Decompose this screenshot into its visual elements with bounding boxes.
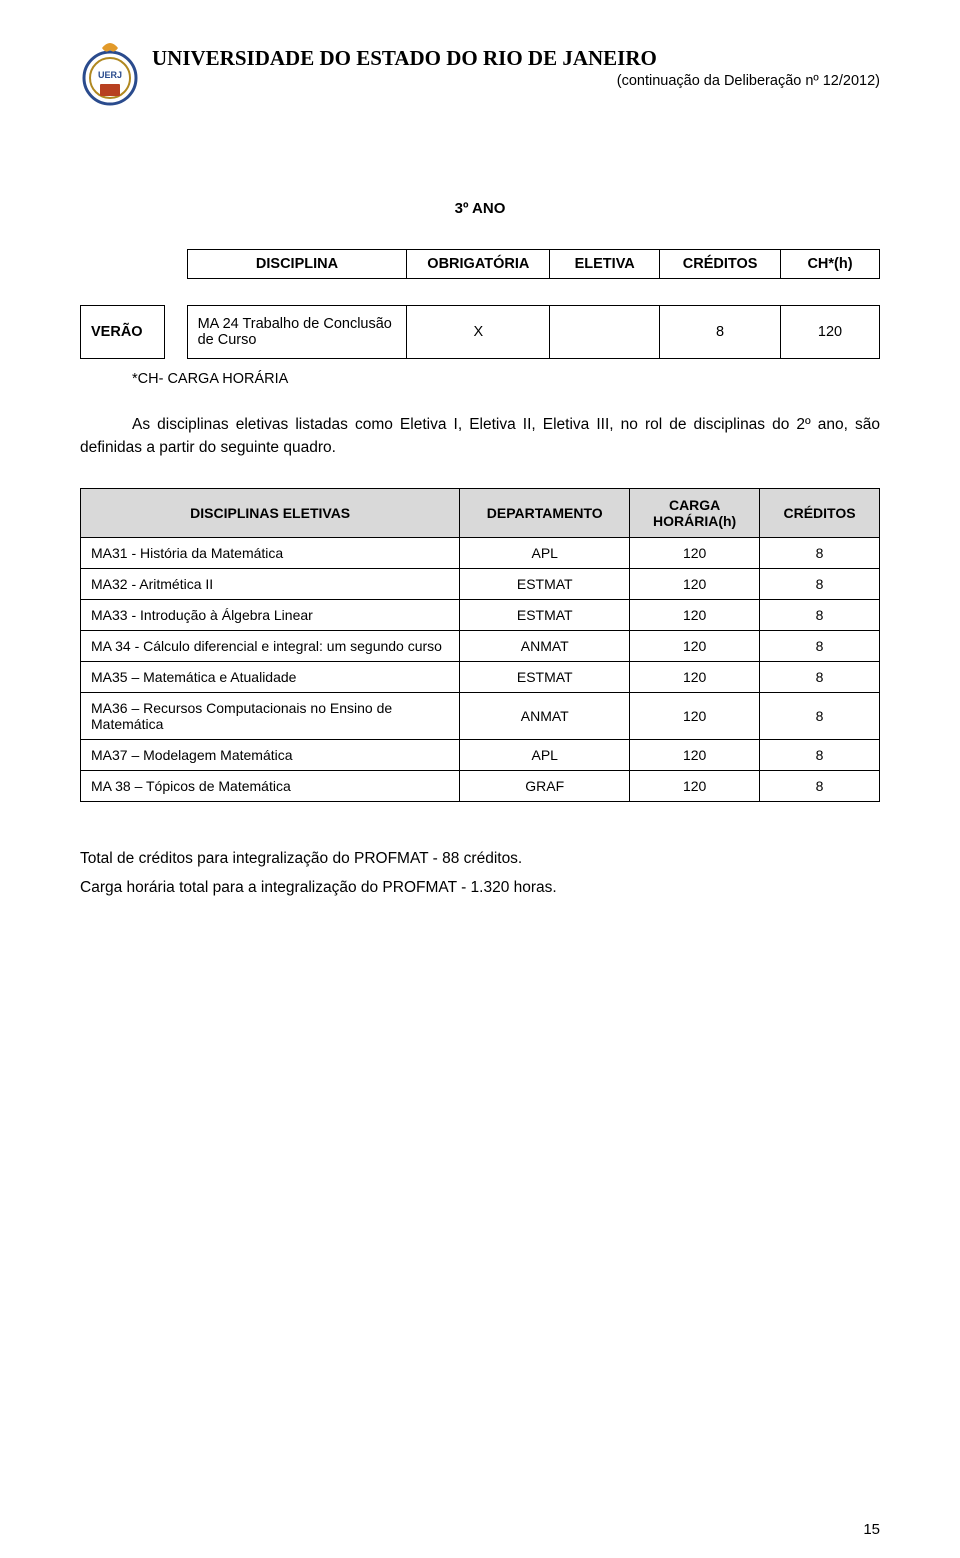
table-row: MA37 – Modelagem MatemáticaAPL1208 <box>81 739 880 770</box>
cell-dept: ESTMAT <box>460 568 630 599</box>
cell-ch: 120 <box>630 770 760 801</box>
svg-text:UERJ: UERJ <box>98 70 122 80</box>
cell-ch: 120 <box>630 630 760 661</box>
cell-ch: 120 <box>630 537 760 568</box>
cell-disciplina: MA 24 Trabalho de Conclusão de Curso <box>187 306 407 359</box>
cell-dept: ESTMAT <box>460 661 630 692</box>
table-row: MA36 – Recursos Computacionais no Ensino… <box>81 692 880 739</box>
cell-ch: 120 <box>781 306 880 359</box>
table-row: MA 38 – Tópicos de MatemáticaGRAF1208 <box>81 770 880 801</box>
cell-cr: 8 <box>760 692 880 739</box>
cell-dept: APL <box>460 537 630 568</box>
cell-ch: 120 <box>630 739 760 770</box>
th-obrigatoria: OBRIGATÓRIA <box>407 250 550 279</box>
cell-ch: 120 <box>630 661 760 692</box>
cell-dept: GRAF <box>460 770 630 801</box>
table-row: MA 34 - Cálculo diferencial e integral: … <box>81 630 880 661</box>
cell-cr: 8 <box>760 630 880 661</box>
cell-disc-name: MA31 - História da Matemática <box>81 537 460 568</box>
table-row: MA31 - História da MatemáticaAPL1208 <box>81 537 880 568</box>
th2-disc: DISCIPLINAS ELETIVAS <box>81 488 460 537</box>
table-row: MA35 – Matemática e AtualidadeESTMAT1208 <box>81 661 880 692</box>
cell-dept: ANMAT <box>460 692 630 739</box>
th-ch: CH*(h) <box>781 250 880 279</box>
page-number: 15 <box>863 1521 880 1538</box>
cell-disc-name: MA35 – Matemática e Atualidade <box>81 661 460 692</box>
university-title: UNIVERSIDADE DO ESTADO DO RIO DE JANEIRO <box>152 46 880 71</box>
cell-ch: 120 <box>630 692 760 739</box>
cell-cr: 8 <box>760 739 880 770</box>
footer-line-1: Total de créditos para integralização do… <box>80 844 880 873</box>
table-eletivas: DISCIPLINAS ELETIVAS DEPARTAMENTO CARGA … <box>80 488 880 802</box>
cell-obrigatoria: X <box>407 306 550 359</box>
cell-cr: 8 <box>760 568 880 599</box>
footer-line-2: Carga horária total para a integralizaçã… <box>80 873 880 902</box>
cell-disc-name: MA36 – Recursos Computacionais no Ensino… <box>81 692 460 739</box>
cell-ch: 120 <box>630 599 760 630</box>
th2-carga: CARGA HORÁRIA(h) <box>630 488 760 537</box>
cell-cr: 8 <box>760 599 880 630</box>
section-title: 3º ANO <box>80 200 880 217</box>
th-creditos: CRÉDITOS <box>660 250 781 279</box>
th2-cred: CRÉDITOS <box>760 488 880 537</box>
uerj-logo: UERJ <box>80 40 140 110</box>
table-row: MA32 - Aritmética IIESTMAT1208 <box>81 568 880 599</box>
table-disciplina-verao: DISCIPLINA OBRIGATÓRIA ELETIVA CRÉDITOS … <box>80 249 880 359</box>
cell-disc-name: MA 34 - Cálculo diferencial e integral: … <box>81 630 460 661</box>
cell-cr: 8 <box>760 661 880 692</box>
cell-dept: ESTMAT <box>460 599 630 630</box>
table-row: MA33 - Introdução à Álgebra LinearESTMAT… <box>81 599 880 630</box>
ch-note: *CH- CARGA HORÁRIA <box>80 371 880 387</box>
cell-disc-name: MA32 - Aritmética II <box>81 568 460 599</box>
th2-dept: DEPARTAMENTO <box>460 488 630 537</box>
cell-dept: APL <box>460 739 630 770</box>
cell-disc-name: MA33 - Introdução à Álgebra Linear <box>81 599 460 630</box>
cell-disc-name: MA37 – Modelagem Matemática <box>81 739 460 770</box>
continuation-note: (continuação da Deliberação nº 12/2012) <box>152 73 880 89</box>
eletivas-paragraph: As disciplinas eletivas listadas como El… <box>80 413 880 460</box>
th-disciplina: DISCIPLINA <box>187 250 407 279</box>
cell-cr: 8 <box>760 770 880 801</box>
th-eletiva: ELETIVA <box>550 250 660 279</box>
cell-disc-name: MA 38 – Tópicos de Matemática <box>81 770 460 801</box>
cell-cr: 8 <box>760 537 880 568</box>
cell-creditos: 8 <box>660 306 781 359</box>
cell-ch: 120 <box>630 568 760 599</box>
row-label-verao: VERÃO <box>81 306 165 359</box>
cell-eletiva <box>550 306 660 359</box>
cell-dept: ANMAT <box>460 630 630 661</box>
